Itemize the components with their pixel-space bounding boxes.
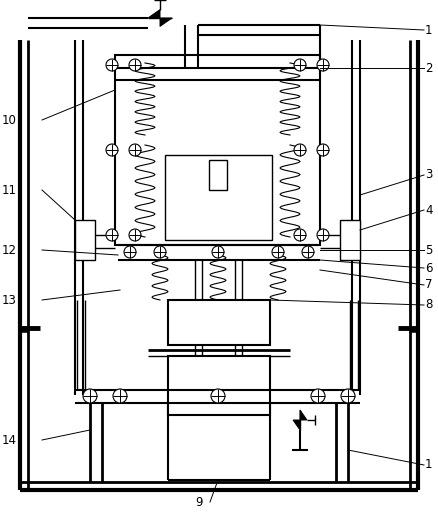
- Text: 12: 12: [2, 244, 17, 256]
- Circle shape: [272, 246, 284, 258]
- Bar: [209, 160, 227, 190]
- Text: 2: 2: [425, 62, 432, 75]
- Circle shape: [106, 59, 118, 71]
- Text: 4: 4: [425, 204, 432, 216]
- Circle shape: [129, 144, 141, 156]
- Bar: [165, 155, 272, 240]
- Circle shape: [83, 389, 97, 403]
- Bar: [75, 220, 95, 260]
- Text: 13: 13: [2, 293, 17, 306]
- Text: 3: 3: [425, 169, 432, 181]
- Text: 8: 8: [425, 299, 432, 311]
- Circle shape: [154, 246, 166, 258]
- Polygon shape: [148, 10, 160, 18]
- Circle shape: [302, 246, 314, 258]
- Circle shape: [294, 144, 306, 156]
- Text: 6: 6: [425, 262, 432, 274]
- Bar: [168, 356, 270, 415]
- Circle shape: [129, 229, 141, 241]
- Circle shape: [129, 59, 141, 71]
- Bar: [115, 55, 320, 245]
- Bar: [168, 300, 270, 345]
- Circle shape: [317, 229, 329, 241]
- Text: 14: 14: [2, 433, 17, 447]
- Text: 5: 5: [425, 244, 432, 256]
- Circle shape: [106, 229, 118, 241]
- Polygon shape: [293, 420, 300, 430]
- Bar: [340, 220, 360, 260]
- Circle shape: [211, 389, 225, 403]
- Circle shape: [317, 59, 329, 71]
- Circle shape: [311, 389, 325, 403]
- Circle shape: [317, 144, 329, 156]
- Text: 11: 11: [2, 183, 17, 196]
- Circle shape: [341, 389, 355, 403]
- Circle shape: [106, 144, 118, 156]
- Circle shape: [124, 246, 136, 258]
- Polygon shape: [300, 410, 307, 420]
- Polygon shape: [160, 18, 172, 26]
- Text: 10: 10: [2, 114, 17, 126]
- Circle shape: [113, 389, 127, 403]
- Circle shape: [294, 59, 306, 71]
- Circle shape: [294, 229, 306, 241]
- Text: 9: 9: [195, 495, 202, 508]
- Text: 7: 7: [425, 279, 432, 291]
- Text: 1: 1: [425, 24, 432, 36]
- Text: 1: 1: [425, 458, 432, 471]
- Circle shape: [212, 246, 224, 258]
